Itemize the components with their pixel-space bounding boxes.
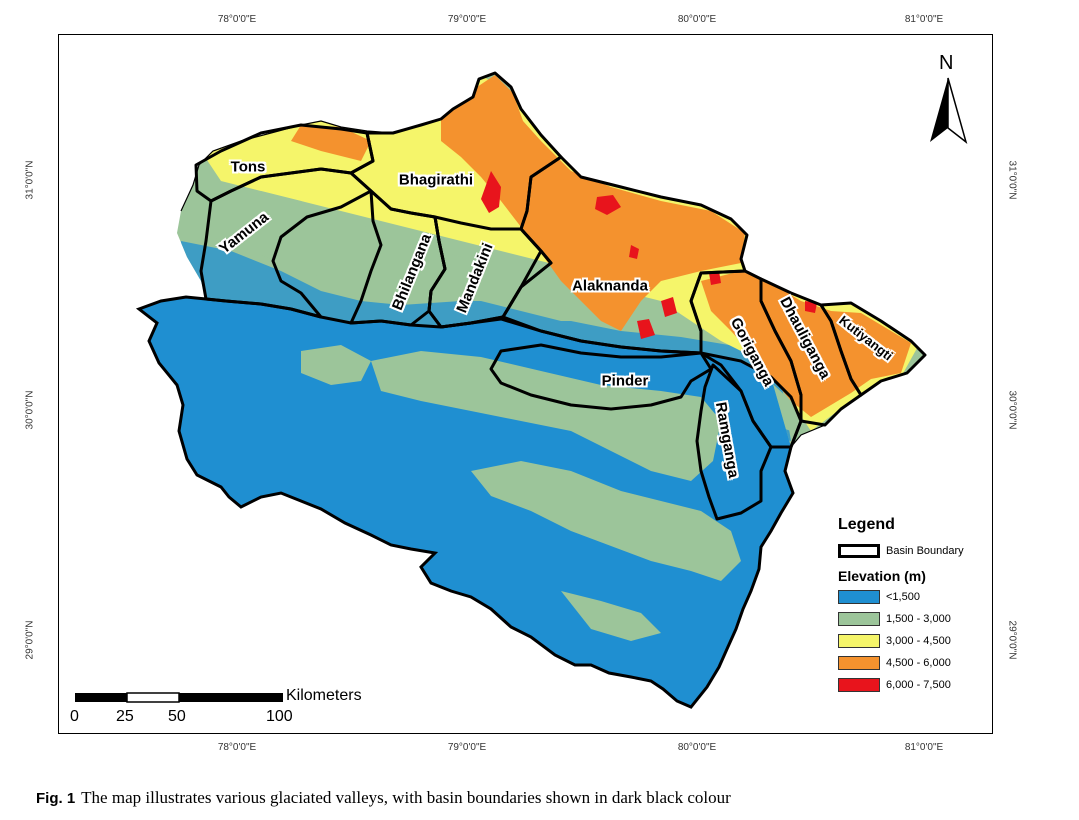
swatch-6000-7500 (838, 678, 880, 692)
swatch-4500-6000 (838, 656, 880, 670)
scale-tick-25: 25 (116, 708, 134, 725)
legend-class-label: 4,500 - 6,000 (886, 657, 951, 669)
legend-class-row: 3,000 - 4,500 (838, 630, 998, 652)
scale-unit-label: Kilometers (286, 687, 362, 704)
swatch-1500-3000 (838, 612, 880, 626)
legend-class-row: <1,500 (838, 586, 998, 608)
lon-label-80-top: 80°0'0"E (677, 14, 717, 25)
lon-label-81-top: 81°0'0"E (904, 14, 944, 25)
midland-hills (301, 345, 741, 641)
swatch-3000-4500 (838, 634, 880, 648)
lon-label-81-bottom: 81°0'0"E (904, 742, 944, 753)
legend-class-row: 6,000 - 7,500 (838, 674, 998, 696)
legend-class-label: 6,000 - 7,500 (886, 679, 951, 691)
legend-class-label: <1,500 (886, 591, 920, 603)
basin-boundaries (194, 71, 927, 521)
basin-label-pinder: Pinder (601, 372, 649, 390)
legend-basin-label: Basin Boundary (886, 545, 964, 557)
legend-class-label: 1,500 - 3,000 (886, 613, 951, 625)
lon-label-78-bottom: 78°0'0"E (217, 742, 257, 753)
swatch-below-1500 (838, 590, 880, 604)
legend-class-label: 3,000 - 4,500 (886, 635, 951, 647)
legend: Legend Basin Boundary Elevation (m) <1,5… (838, 516, 998, 696)
basin-label-tons: Tons (230, 158, 266, 176)
lat-label-29-left: 29°0'0"N (24, 620, 36, 660)
scale-tick-50: 50 (168, 708, 186, 725)
elevation-title: Elevation (m) (838, 568, 926, 584)
north-arrow-icon (930, 77, 968, 144)
scale-tick-0: 0 (70, 708, 79, 725)
scale-bar-graphic (75, 692, 283, 703)
lon-label-79-top: 79°0'0"E (447, 14, 487, 25)
lat-label-31-right: 31°0'0"N (1006, 160, 1018, 200)
lon-label-78-top: 78°0'0"E (217, 14, 257, 25)
legend-class-row: 1,500 - 3,000 (838, 608, 998, 630)
lat-label-31-left: 31°0'0"N (24, 160, 36, 200)
legend-title: Legend (838, 516, 895, 533)
caption-text: The map illustrates various glaciated va… (81, 788, 731, 807)
caption-label: Fig. 1 (36, 790, 76, 807)
lon-label-80-bottom: 80°0'0"E (677, 742, 717, 753)
figure-caption: Fig. 1 The map illustrates various glacia… (36, 788, 731, 808)
legend-basin-row: Basin Boundary (838, 540, 998, 562)
north-letter: N (939, 52, 954, 74)
lat-label-30-right: 30°0'0"N (1006, 390, 1018, 430)
legend-class-row: 4,500 - 6,000 (838, 652, 998, 674)
elevation-map (137, 71, 927, 709)
basin-boundary-swatch (838, 544, 880, 558)
map-frame (58, 34, 993, 734)
basin-label-alaknanda: Alaknanda (572, 277, 648, 295)
scale-tick-100: 100 (266, 708, 293, 725)
lat-label-30-left: 30°0'0"N (24, 390, 36, 430)
lon-label-79-bottom: 79°0'0"E (447, 742, 487, 753)
basin-label-bhagirathi: Bhagirathi (398, 171, 474, 189)
lat-label-29-right: 29°0'0"N (1006, 620, 1018, 660)
